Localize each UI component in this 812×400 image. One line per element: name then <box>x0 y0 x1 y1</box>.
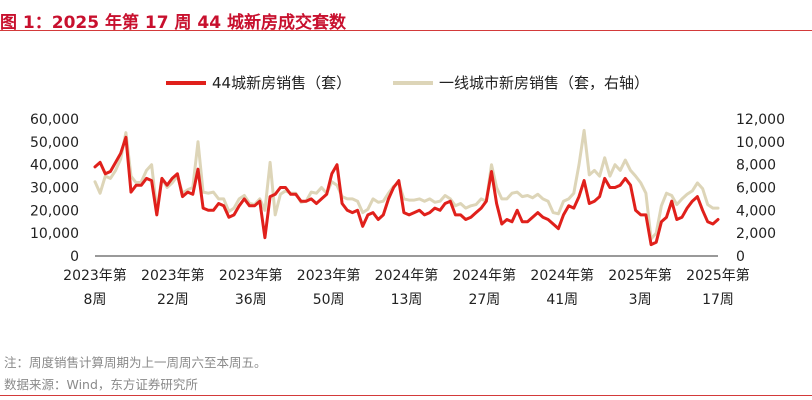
y-left-tick-label: 60,000 <box>30 112 79 128</box>
chart-title: 图 1：2025 年第 17 周 44 城新房成交套数 <box>0 13 346 33</box>
y-right-tick-label: 4,000 <box>736 203 776 219</box>
x-tick-label: 2023年第 <box>219 267 283 284</box>
y-right-tick-label: 12,000 <box>736 112 785 128</box>
data-source: 数据来源：Wind，东方证券研究所 <box>4 377 198 392</box>
y-right-tick-label: 0 <box>736 249 745 265</box>
x-tick-label: 2025年第 <box>686 267 750 284</box>
legend-label-tier1-cities: 一线城市新房销售（套，右轴） <box>439 74 650 92</box>
y-left-tick-label: 10,000 <box>30 226 79 242</box>
y-right-tick-label: 6,000 <box>736 181 776 197</box>
y-left-tick-label: 30,000 <box>30 181 79 197</box>
y-right-tick-label: 8,000 <box>736 158 776 174</box>
y-left-tick-label: 50,000 <box>30 135 79 151</box>
x-tick-label: 2024年第 <box>375 267 439 284</box>
x-tick-label-week: 13周 <box>391 292 423 308</box>
legend-item-tier1-cities: 一线城市新房销售（套，右轴） <box>393 72 649 93</box>
legend-label-44-cities: 44城新房销售（套） <box>212 74 352 92</box>
x-tick-label: 2024年第 <box>453 267 517 284</box>
bottom-divider <box>0 395 812 396</box>
x-tick-label-week: 36周 <box>235 292 267 308</box>
y-right-tick-label: 2,000 <box>736 226 776 242</box>
x-tick-label-week: 8周 <box>84 292 107 308</box>
legend-swatch-tier1-cities <box>393 80 433 85</box>
x-tick-label-week: 50周 <box>313 292 345 308</box>
y-left-tick-label: 0 <box>70 249 79 265</box>
series-line-44-cities <box>93 135 720 247</box>
x-tick-label-week: 22周 <box>157 292 189 308</box>
y-right-tick-label: 10,000 <box>736 135 785 151</box>
x-tick-label-week: 41周 <box>546 292 578 308</box>
chart-note: 注：周度销售计算周期为上一周周六至本周五。 <box>4 355 267 370</box>
title-divider <box>0 30 812 31</box>
x-tick-label-week: 3周 <box>629 292 652 308</box>
x-tick-label-week: 27周 <box>468 292 500 308</box>
y-left-tick-label: 40,000 <box>30 158 79 174</box>
legend-swatch-44-cities <box>166 80 206 85</box>
x-tick-label: 2024年第 <box>530 267 594 284</box>
x-tick-label: 2023年第 <box>141 267 205 284</box>
legend: 44城新房销售（套） 一线城市新房销售（套，右轴） <box>0 72 812 96</box>
x-tick-label: 2025年第 <box>608 267 672 284</box>
x-tick-label: 2023年第 <box>63 267 127 284</box>
legend-item-44-cities: 44城新房销售（套） <box>166 72 351 93</box>
series-line-tier1-cities <box>93 128 720 241</box>
y-left-tick-label: 20,000 <box>30 203 79 219</box>
x-tick-label-week: 17周 <box>702 292 734 308</box>
x-tick-label: 2023年第 <box>297 267 361 284</box>
